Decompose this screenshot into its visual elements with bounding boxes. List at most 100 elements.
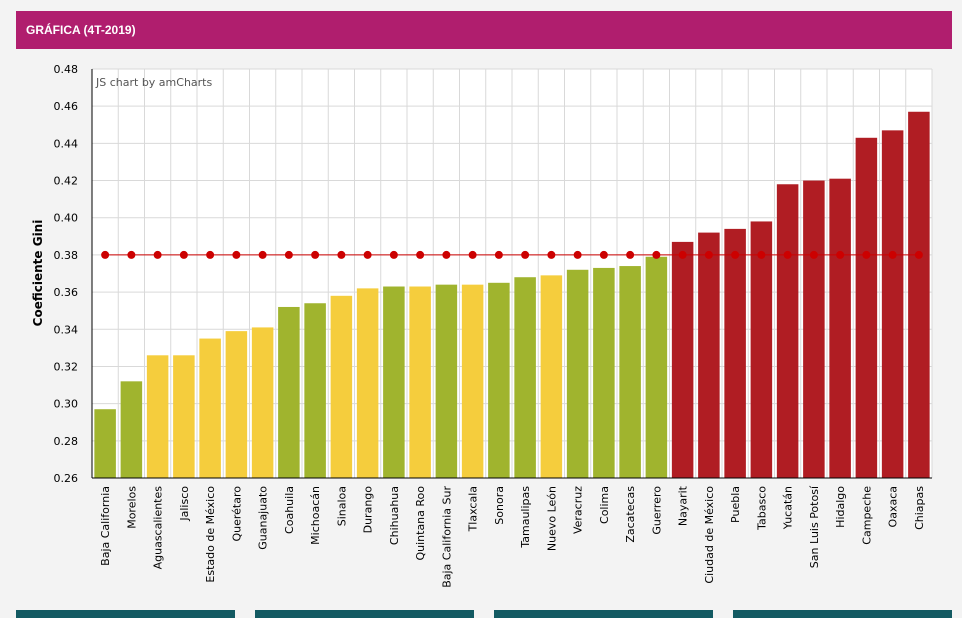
reference-point[interactable] [652, 250, 661, 259]
y-tick-label: 0.30 [54, 398, 79, 411]
x-tick-label: San Luis Potosí [808, 485, 821, 568]
bar[interactable] [855, 137, 878, 478]
bar[interactable] [199, 338, 221, 478]
y-tick-label: 0.28 [54, 435, 79, 448]
reference-point[interactable] [284, 250, 293, 259]
reference-point[interactable] [127, 250, 136, 259]
y-tick-label: 0.38 [54, 249, 79, 262]
bar[interactable] [251, 327, 274, 478]
reference-layer [101, 250, 923, 259]
reference-point[interactable] [468, 250, 477, 259]
reference-point[interactable] [862, 250, 871, 259]
axis-layer: 0.26 0.28 0.30 0.32 0.34 0.36 0.38 0.40 0.42 0.44… [54, 63, 932, 588]
x-tick-label: Chihuahua [388, 486, 401, 545]
bar[interactable] [435, 284, 458, 478]
reference-point[interactable] [442, 250, 451, 259]
bar[interactable] [566, 269, 589, 478]
x-tick-label: Ciudad de México [703, 486, 716, 584]
x-tick-label: Querétaro [230, 486, 243, 542]
bar[interactable] [278, 306, 300, 478]
reference-point[interactable] [521, 250, 530, 259]
bar[interactable] [225, 331, 248, 478]
bottom-tab-3[interactable] [494, 610, 713, 618]
x-tick-label: Baja California [99, 486, 112, 566]
bar[interactable] [409, 286, 431, 478]
x-tick-label: Yucatán [782, 486, 795, 530]
y-tick-label: 0.44 [54, 137, 79, 150]
x-tick-label: Puebla [729, 486, 742, 523]
x-tick-label: Sonora [493, 486, 506, 525]
bar[interactable] [803, 180, 825, 478]
bottom-tab-1[interactable] [16, 610, 235, 618]
x-tick-label: Guerrero [650, 486, 663, 535]
bar[interactable] [94, 409, 116, 478]
bar[interactable] [514, 277, 536, 478]
x-tick-label: Quintana Roo [414, 486, 427, 561]
reference-point[interactable] [678, 250, 687, 259]
y-tick-label: 0.42 [54, 175, 79, 188]
bar[interactable] [173, 355, 195, 478]
reference-point[interactable] [704, 250, 713, 259]
bar[interactable] [724, 228, 746, 478]
bar[interactable] [750, 221, 773, 479]
reference-point[interactable] [258, 250, 267, 259]
bar[interactable] [330, 295, 353, 478]
bar[interactable] [383, 286, 405, 478]
reference-point[interactable] [389, 250, 398, 259]
reference-point[interactable] [311, 250, 320, 259]
reference-point[interactable] [416, 250, 425, 259]
bottom-tab-2[interactable] [255, 610, 474, 618]
reference-point[interactable] [547, 250, 556, 259]
bar[interactable] [908, 111, 930, 478]
chart-header-bar: GRÁFICA (4T-2019) [16, 11, 952, 49]
x-tick-label: Michoacán [309, 486, 322, 545]
bar[interactable] [829, 178, 851, 478]
x-tick-label: Estado de México [204, 486, 217, 583]
bar[interactable] [488, 282, 510, 478]
reference-point[interactable] [599, 250, 608, 259]
bar[interactable] [304, 303, 326, 478]
bar[interactable] [776, 184, 799, 478]
reference-point[interactable] [888, 250, 897, 259]
x-tick-label: Tamaulipas [519, 486, 532, 549]
y-tick-label: 0.32 [54, 360, 79, 373]
x-tick-label: Coahuila [283, 486, 296, 534]
x-tick-label: Sinaloa [335, 486, 348, 526]
x-tick-label: Oaxaca [887, 486, 900, 527]
reference-point[interactable] [731, 250, 740, 259]
reference-point[interactable] [179, 250, 188, 259]
reference-point[interactable] [626, 250, 635, 259]
x-tick-label: Morelos [125, 486, 138, 529]
bar[interactable] [120, 381, 143, 478]
y-tick-label: 0.40 [54, 212, 79, 225]
reference-point[interactable] [573, 250, 582, 259]
reference-point[interactable] [809, 250, 818, 259]
x-tick-label: Aguascalientes [152, 486, 165, 570]
bar[interactable] [146, 355, 169, 478]
bar[interactable] [461, 284, 484, 478]
bar[interactable] [356, 288, 379, 478]
reference-point[interactable] [153, 250, 162, 259]
y-tick-label: 0.26 [54, 472, 79, 485]
reference-point[interactable] [337, 250, 346, 259]
chart-credit[interactable]: JS chart by amCharts [95, 76, 212, 89]
reference-point[interactable] [783, 250, 792, 259]
reference-point[interactable] [232, 250, 241, 259]
reference-point[interactable] [757, 250, 766, 259]
bar[interactable] [671, 241, 694, 478]
bar[interactable] [540, 275, 563, 478]
bar[interactable] [881, 130, 904, 478]
bar[interactable] [645, 256, 668, 478]
reference-point[interactable] [206, 250, 215, 259]
bottom-tab-4[interactable] [733, 610, 952, 618]
bar[interactable] [619, 266, 641, 478]
y-axis-title: Coeficiente Gini [31, 220, 45, 327]
reference-point[interactable] [494, 250, 503, 259]
reference-point[interactable] [101, 250, 110, 259]
bar[interactable] [593, 267, 615, 478]
bar[interactable] [698, 232, 720, 478]
x-tick-label: Veracruz [572, 486, 585, 534]
reference-point[interactable] [836, 250, 845, 259]
reference-point[interactable] [363, 250, 372, 259]
reference-point[interactable] [914, 250, 923, 259]
